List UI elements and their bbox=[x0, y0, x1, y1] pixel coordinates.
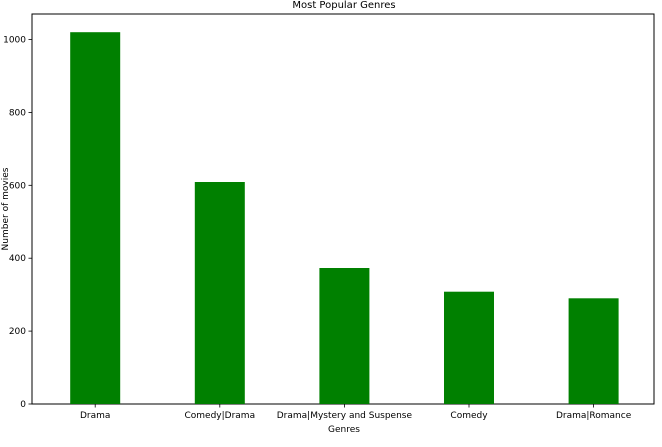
y-tick-label: 600 bbox=[9, 181, 26, 191]
bar-comedy bbox=[444, 291, 494, 404]
x-axis-ticks: Drama Comedy|Drama Drama|Mystery and Suspe… bbox=[80, 404, 632, 421]
y-tick-label: 0 bbox=[20, 400, 26, 410]
x-tick-label: Comedy bbox=[450, 411, 488, 421]
y-tick-label: 1000 bbox=[3, 36, 26, 46]
x-tick-label: Comedy|Drama bbox=[185, 411, 256, 421]
y-tick-label: 200 bbox=[9, 327, 26, 337]
bars-group bbox=[70, 32, 619, 404]
bar-drama bbox=[70, 32, 121, 404]
bar-comedy-drama bbox=[194, 182, 245, 404]
bar-drama-romance bbox=[568, 298, 619, 404]
chart-title: Most Popular Genres bbox=[292, 0, 395, 11]
y-tick-label: 400 bbox=[9, 254, 26, 264]
x-tick-label: Drama|Mystery and Suspense bbox=[277, 411, 413, 421]
y-axis-label: Number of movies bbox=[1, 167, 11, 250]
x-tick-label: Drama bbox=[80, 411, 110, 421]
x-axis-label: Genres bbox=[328, 425, 360, 435]
y-tick-label: 800 bbox=[9, 108, 26, 118]
x-tick-label: Drama|Romance bbox=[556, 411, 632, 421]
bar-drama-mystery-and-suspense bbox=[319, 268, 370, 404]
y-axis-ticks: 0 200 400 600 800 1000 bbox=[3, 36, 32, 410]
